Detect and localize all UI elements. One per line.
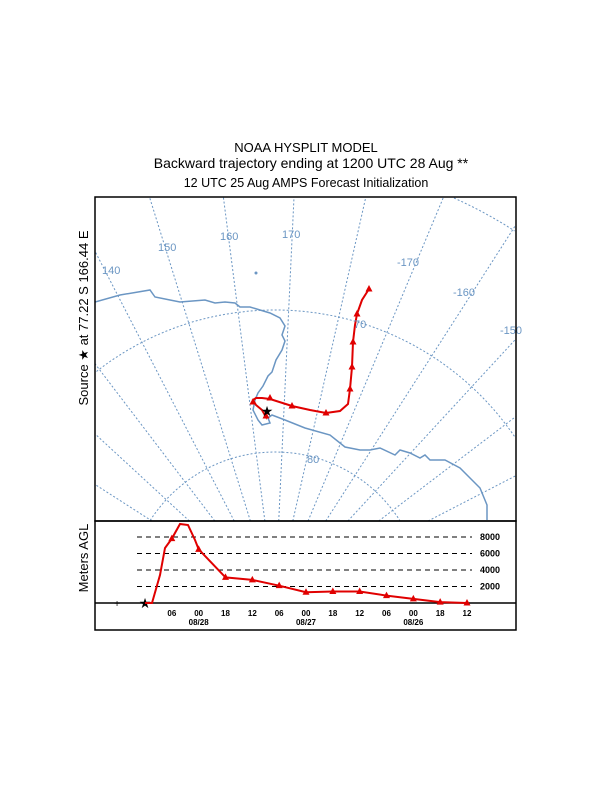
time-tick-label: 18 — [436, 609, 445, 618]
trajectory-marker — [329, 587, 337, 594]
meridian-line — [325, 224, 516, 521]
date-label: 08/27 — [296, 618, 317, 627]
trajectory-marker — [266, 394, 274, 401]
coastline — [95, 289, 488, 520]
latitude-circle — [149, 451, 401, 521]
subtitle: 12 UTC 25 Aug AMPS Forecast Initializati… — [184, 176, 429, 190]
source-label: Source ★ at 77.22 S 166.44 E — [76, 230, 91, 405]
meridian-label-160: 160 — [220, 231, 238, 243]
trajectory-marker — [356, 587, 364, 594]
meridian-label-170: 170 — [282, 229, 300, 241]
date-label: 08/26 — [403, 618, 424, 627]
trajectory-marker — [249, 398, 257, 405]
time-tick-label: 12 — [463, 609, 472, 618]
meridian-line — [347, 338, 516, 521]
time-tick-label: 00 — [194, 609, 203, 618]
trajectory-marker — [195, 545, 203, 552]
trajectory-marker — [409, 594, 417, 602]
island-dot — [254, 271, 258, 275]
time-tick-label: 18 — [328, 609, 337, 618]
meridian-label-m170: -170 — [397, 257, 419, 269]
height-label: 2000 — [480, 582, 500, 592]
trajectory-marker — [346, 385, 354, 392]
meridian-line — [95, 251, 235, 521]
trajectory-marker — [349, 338, 357, 345]
time-tick-label: 06 — [275, 609, 284, 618]
height-label: 6000 — [480, 549, 500, 559]
profile-frame — [94, 520, 517, 631]
height-profile-markers — [168, 534, 471, 606]
date-label: 08/28 — [189, 618, 210, 627]
trajectory-marker — [348, 363, 356, 370]
trajectory-marker — [222, 573, 229, 580]
time-tick-label: 12 — [355, 609, 364, 618]
map-panel: ★ — [95, 197, 516, 521]
meridian-label-150: 150 — [158, 242, 176, 254]
height-gridlines — [137, 536, 472, 587]
latitude-circle — [453, 197, 515, 232]
meridian-line — [427, 475, 516, 521]
time-tick-label: 12 — [248, 609, 257, 618]
plus-marker: + — [114, 599, 120, 610]
trajectory-marker — [248, 575, 256, 583]
trajectory-marker — [168, 534, 176, 542]
height-label: 4000 — [480, 565, 500, 575]
time-tick-label: 18 — [221, 609, 230, 618]
latitude-label-70: 70 — [354, 319, 366, 331]
meridian-line — [278, 197, 295, 521]
page-title: Backward trajectory ending at 1200 UTC 2… — [154, 155, 469, 171]
meridian-line — [95, 363, 216, 521]
trajectory-marker — [365, 285, 373, 292]
meridian-line — [307, 197, 445, 521]
meridian-line — [378, 416, 516, 521]
time-tick-label: 00 — [409, 609, 418, 618]
trajectory-marker — [275, 581, 283, 589]
trajectory-markers — [249, 285, 373, 419]
time-tick-label: 06 — [382, 609, 391, 618]
meridian-line — [95, 484, 153, 521]
model-title: NOAA HYSPLIT MODEL — [234, 140, 378, 155]
height-label: 8000 — [480, 532, 500, 542]
trajectory-marker — [383, 591, 390, 599]
latitude-label-80: 80 — [307, 454, 319, 466]
meridian-line — [222, 197, 266, 521]
meridian-label-m150: -150 — [500, 325, 522, 337]
latitude-circle — [96, 309, 516, 439]
profile-ylabel: Meters AGL — [76, 524, 91, 593]
meridian-label-m160: -160 — [453, 287, 475, 299]
trajectory-marker — [302, 588, 310, 595]
source-star-icon: ★ — [261, 403, 274, 419]
meridian-line — [292, 197, 367, 521]
trajectory-marker — [436, 598, 444, 605]
trajectory-marker — [353, 310, 361, 317]
meridian-line — [149, 197, 251, 521]
meridian-label-140: 140 — [102, 265, 120, 277]
trajectory-marker — [322, 409, 330, 416]
time-tick-label: 00 — [302, 609, 311, 618]
trajectory-marker — [288, 402, 296, 409]
meridian-line — [95, 433, 190, 521]
trajectory-marker — [262, 412, 270, 419]
trajectory-marker — [463, 599, 471, 606]
time-tick-label: 06 — [167, 609, 176, 618]
